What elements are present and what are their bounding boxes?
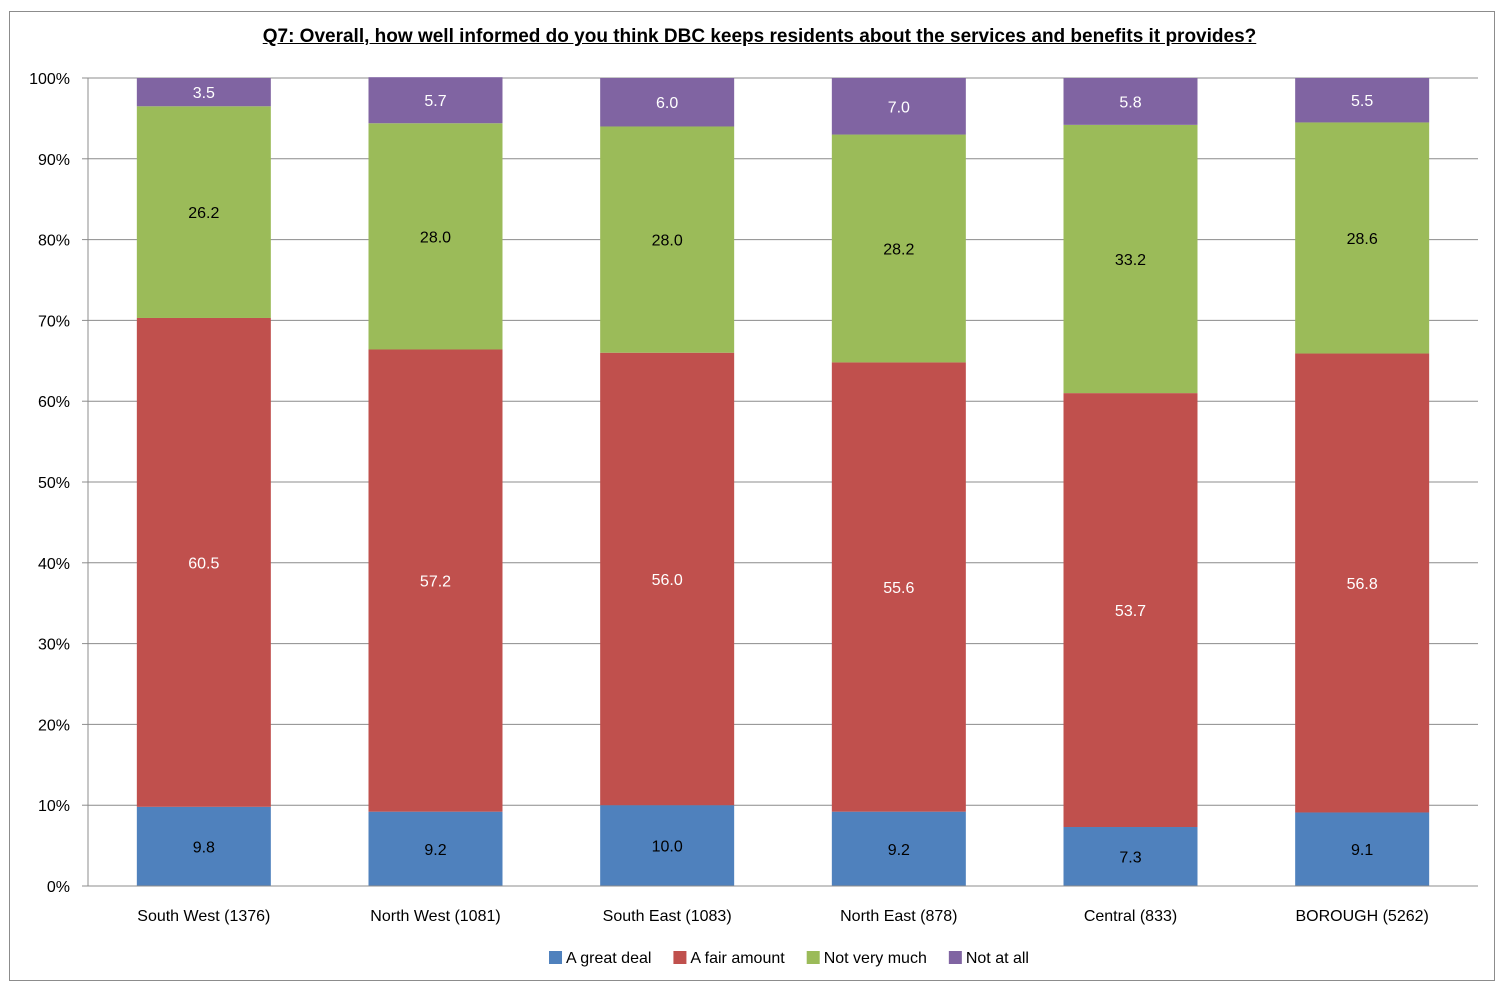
- data-label: 56.8: [1347, 576, 1378, 593]
- data-label: 9.8: [193, 839, 215, 856]
- bar-segment: [368, 77, 503, 124]
- legend-label: Not at all: [966, 950, 1029, 967]
- bar-segment: [1295, 78, 1430, 123]
- data-label: 28.0: [652, 233, 683, 250]
- bar-segment: [1295, 122, 1430, 354]
- data-label: 26.2: [188, 205, 219, 222]
- data-label: 56.0: [652, 572, 683, 589]
- data-label: 9.2: [888, 842, 910, 859]
- data-label: 10.0: [652, 839, 683, 856]
- x-tick-label: North East (878): [840, 908, 957, 925]
- y-tick-label: 100%: [29, 71, 70, 88]
- data-label: 9.1: [1351, 842, 1373, 859]
- bar-segment: [831, 362, 966, 812]
- bar-segment: [1063, 393, 1198, 828]
- x-tick-label: South East (1083): [603, 908, 732, 925]
- bar-segment: [136, 317, 271, 807]
- data-label: 7.0: [888, 99, 910, 116]
- y-tick-label: 10%: [38, 798, 70, 815]
- bar-segment: [368, 811, 503, 886]
- bar-segment: [136, 806, 271, 886]
- x-tick-label: Central (833): [1084, 908, 1177, 925]
- data-label: 28.0: [420, 229, 451, 246]
- data-label: 5.5: [1351, 93, 1373, 110]
- data-label: 3.5: [193, 85, 215, 102]
- y-tick-label: 50%: [38, 475, 70, 492]
- y-tick-label: 70%: [38, 313, 70, 330]
- chart-title: Q7: Overall, how well informed do you th…: [262, 26, 1257, 47]
- data-label: 57.2: [420, 574, 451, 591]
- bar-segment: [368, 349, 503, 812]
- bar-segment: [1295, 812, 1430, 886]
- bar-segment: [600, 78, 735, 127]
- bar-segment: [1063, 827, 1198, 886]
- bar-segment: [600, 805, 735, 886]
- data-label: 5.8: [1119, 94, 1141, 111]
- bar-segment: [600, 126, 735, 353]
- legend-swatch: [948, 951, 962, 964]
- data-label: 7.3: [1119, 850, 1141, 867]
- bar-segment: [600, 352, 735, 806]
- legend-swatch: [673, 951, 687, 964]
- data-label: 6.0: [656, 95, 678, 112]
- data-label: 55.6: [883, 580, 914, 597]
- y-tick-label: 90%: [38, 152, 70, 169]
- data-label: 53.7: [1115, 603, 1146, 620]
- bar-segment: [1063, 124, 1198, 394]
- bar-segment: [831, 134, 966, 363]
- legend-swatch: [549, 951, 563, 964]
- bar-segment: [368, 123, 503, 350]
- data-label: 33.2: [1115, 252, 1146, 269]
- bar-segment: [136, 106, 271, 318]
- bar-segment: [831, 78, 966, 135]
- data-label: 5.7: [424, 93, 446, 110]
- bar-segment: [136, 78, 271, 107]
- bar-segment: [1295, 353, 1430, 813]
- x-tick-label: South West (1376): [137, 908, 270, 925]
- legend-label: A fair amount: [690, 950, 785, 967]
- bar-segment: [1063, 78, 1198, 125]
- data-label: 60.5: [188, 555, 219, 572]
- y-tick-label: 40%: [38, 556, 70, 573]
- y-tick-label: 80%: [38, 233, 70, 250]
- x-tick-label: North West (1081): [370, 908, 500, 925]
- legend-label: A great deal: [566, 950, 651, 967]
- y-tick-label: 0%: [47, 879, 70, 896]
- data-label: 28.2: [883, 241, 914, 258]
- data-label: 28.6: [1347, 231, 1378, 248]
- data-label: 9.2: [424, 842, 446, 859]
- legend-label: Not very much: [824, 950, 927, 967]
- y-tick-label: 60%: [38, 394, 70, 411]
- x-tick-label: BOROUGH (5262): [1295, 908, 1428, 925]
- bar-segment: [831, 811, 966, 886]
- y-tick-label: 30%: [38, 637, 70, 654]
- legend-swatch: [806, 951, 820, 964]
- y-tick-label: 20%: [38, 717, 70, 734]
